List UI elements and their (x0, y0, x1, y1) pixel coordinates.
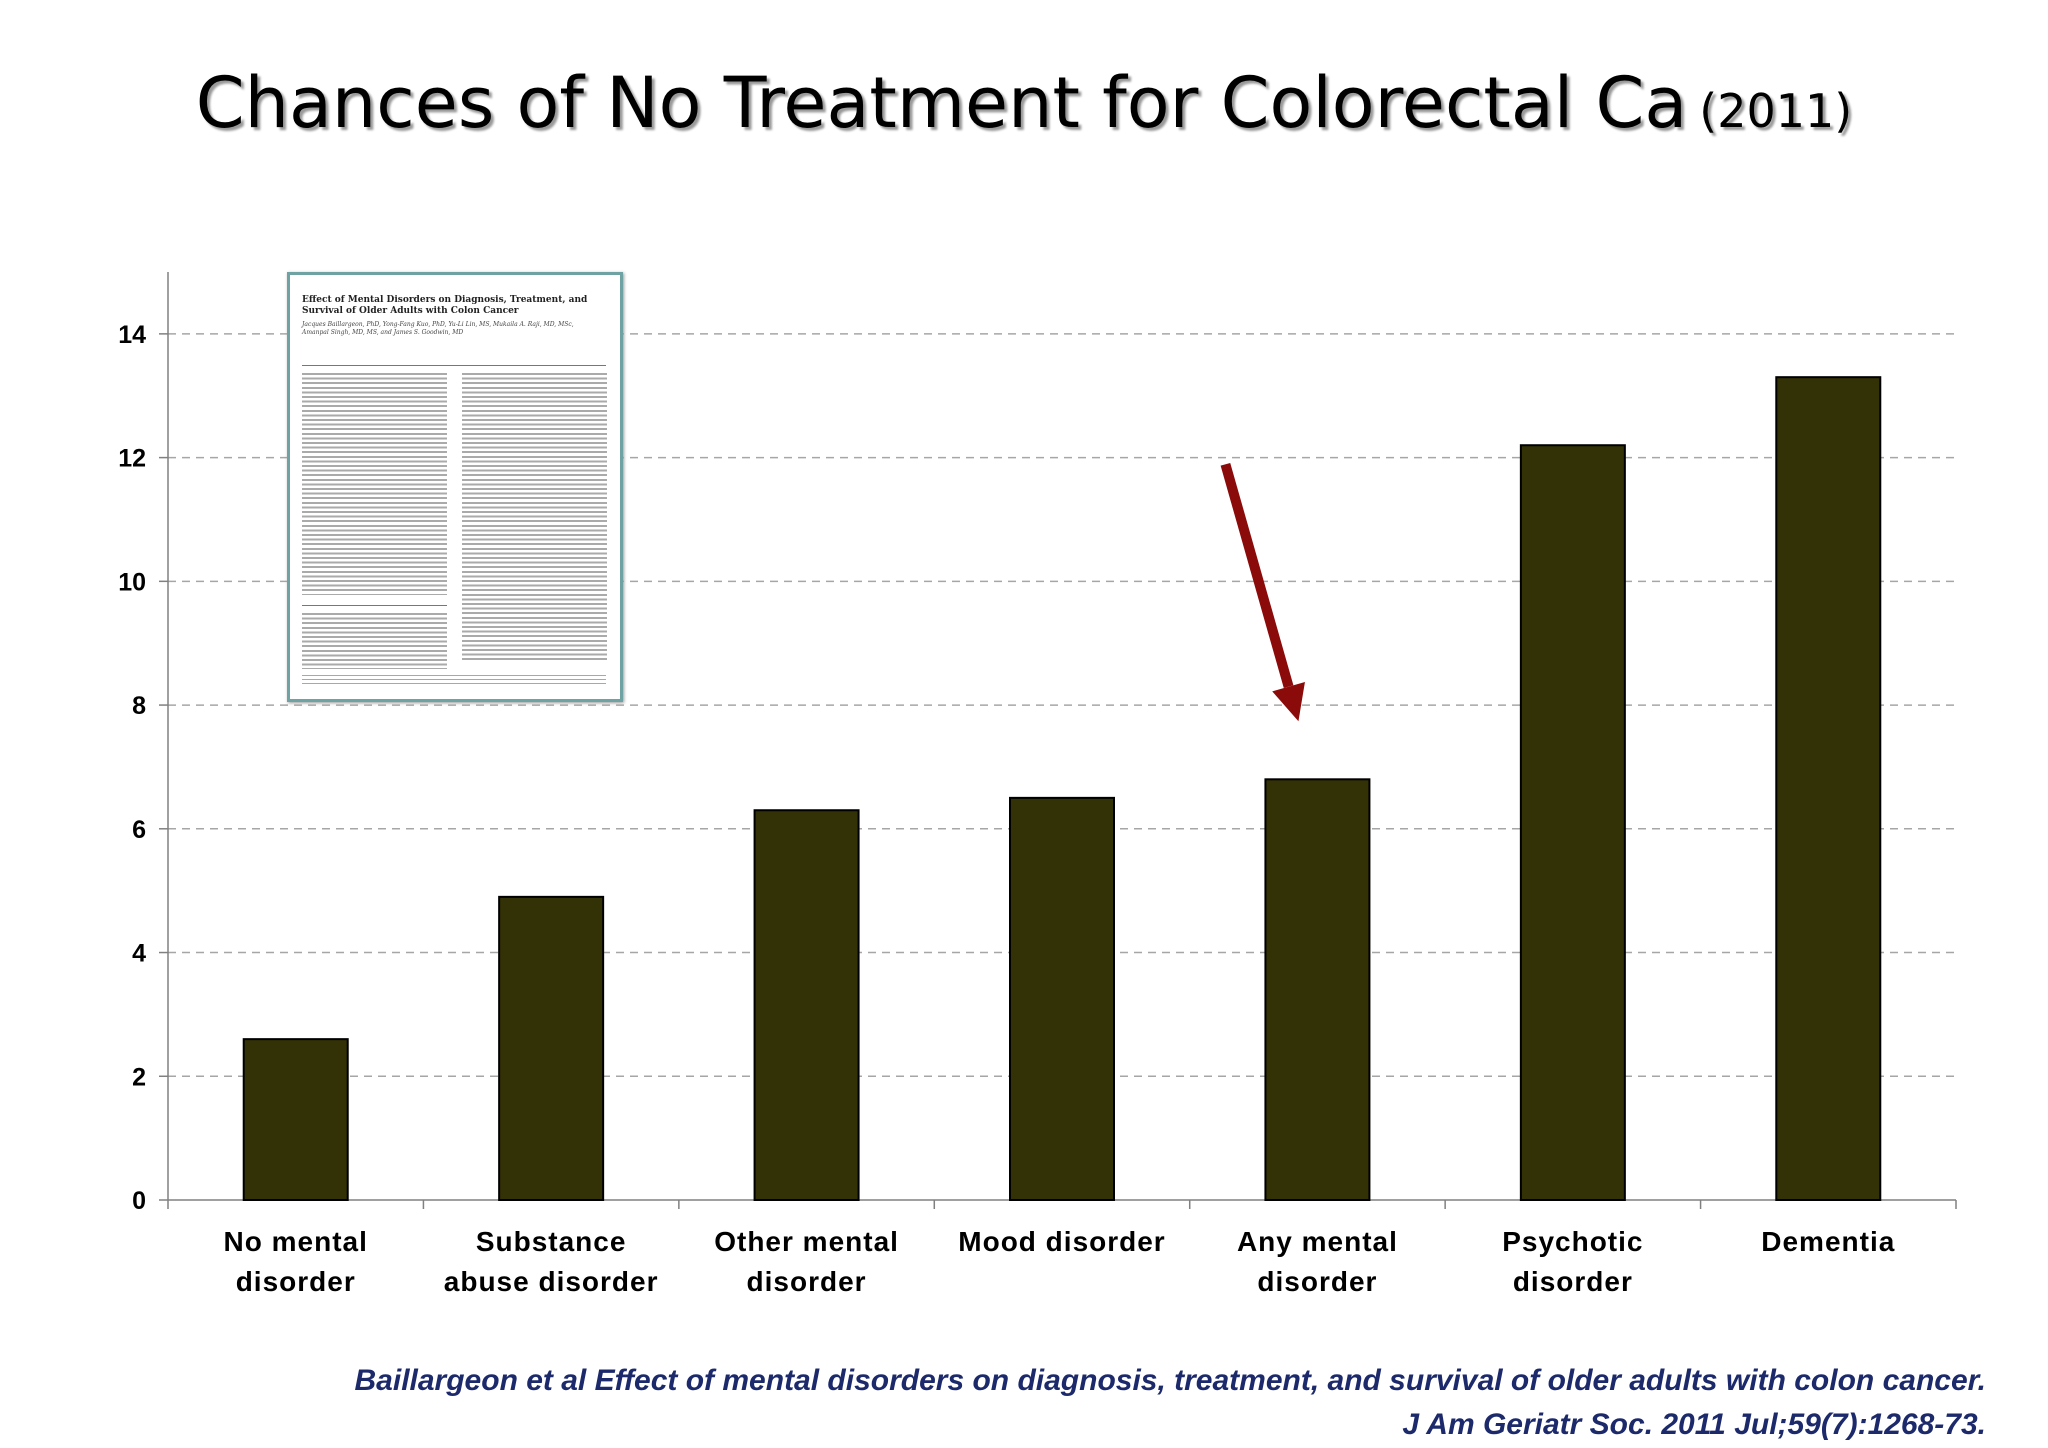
bar-5 (1519, 444, 1626, 1201)
y-tick-label: 6 (132, 816, 146, 844)
bar-2 (753, 809, 860, 1201)
y-tick-label: 14 (118, 321, 146, 349)
category-label: disorder (1513, 1266, 1633, 1297)
category-label: Other mental (714, 1226, 899, 1257)
inset-paper-abstract-text (302, 373, 447, 595)
bar-0 (242, 1038, 349, 1201)
y-tick-label: 2 (132, 1063, 146, 1091)
y-tick-label: 8 (132, 692, 146, 720)
inset-paper-title: Effect of Mental Disorders on Diagnosis,… (302, 295, 588, 316)
bar-1 (498, 895, 605, 1201)
inset-paper-rule (302, 365, 606, 366)
category-label: disorder (1257, 1266, 1377, 1297)
slide-title-main: Chances of No Treatment for Colorectal C… (195, 62, 1688, 144)
inset-paper-authors: Jacques Baillargeon, PhD, Yong-Fang Kuo,… (302, 321, 574, 336)
category-label: disorder (747, 1266, 867, 1297)
category-label: Substance (476, 1226, 627, 1257)
category-label: Dementia (1761, 1226, 1895, 1257)
bar-6 (1775, 376, 1882, 1201)
category-label: abuse disorder (444, 1266, 659, 1297)
y-tick-label: 10 (118, 568, 146, 596)
y-tick-label: 4 (132, 940, 146, 968)
inset-paper-affiliations-text (302, 613, 447, 669)
slide-title: Chances of No Treatment for Colorectal C… (0, 62, 2048, 144)
slide-title-year: (2011) (1699, 84, 1853, 138)
inset-paper-thumbnail: Effect of Mental Disorders on Diagnosis,… (287, 272, 623, 702)
y-tick-label: 12 (118, 445, 146, 473)
bar-4 (1264, 778, 1371, 1201)
category-label: No mental (224, 1226, 368, 1257)
citation-line-1: Baillargeon et al Effect of mental disor… (354, 1364, 1986, 1397)
category-label: Any mental (1237, 1226, 1398, 1257)
inset-paper-body-text (462, 373, 607, 663)
bars (242, 376, 1882, 1201)
category-label: disorder (236, 1266, 356, 1297)
inset-paper-footer (302, 675, 606, 687)
bar-3 (1009, 796, 1115, 1201)
citation-line-2: J Am Geriatr Soc. 2011 Jul;59(7):1268-73… (1402, 1408, 1986, 1441)
category-label: Psychotic (1502, 1226, 1643, 1257)
category-label: Mood disorder (958, 1226, 1165, 1257)
y-tick-label: 0 (132, 1187, 146, 1215)
inset-paper-rule-lower (302, 605, 447, 606)
category-labels: No mental disorder Substance abuse disorder… (224, 1226, 1895, 1297)
arrow-shaft (1220, 462, 1294, 689)
arrow-head (1272, 682, 1305, 722)
annotations (1220, 462, 1305, 722)
